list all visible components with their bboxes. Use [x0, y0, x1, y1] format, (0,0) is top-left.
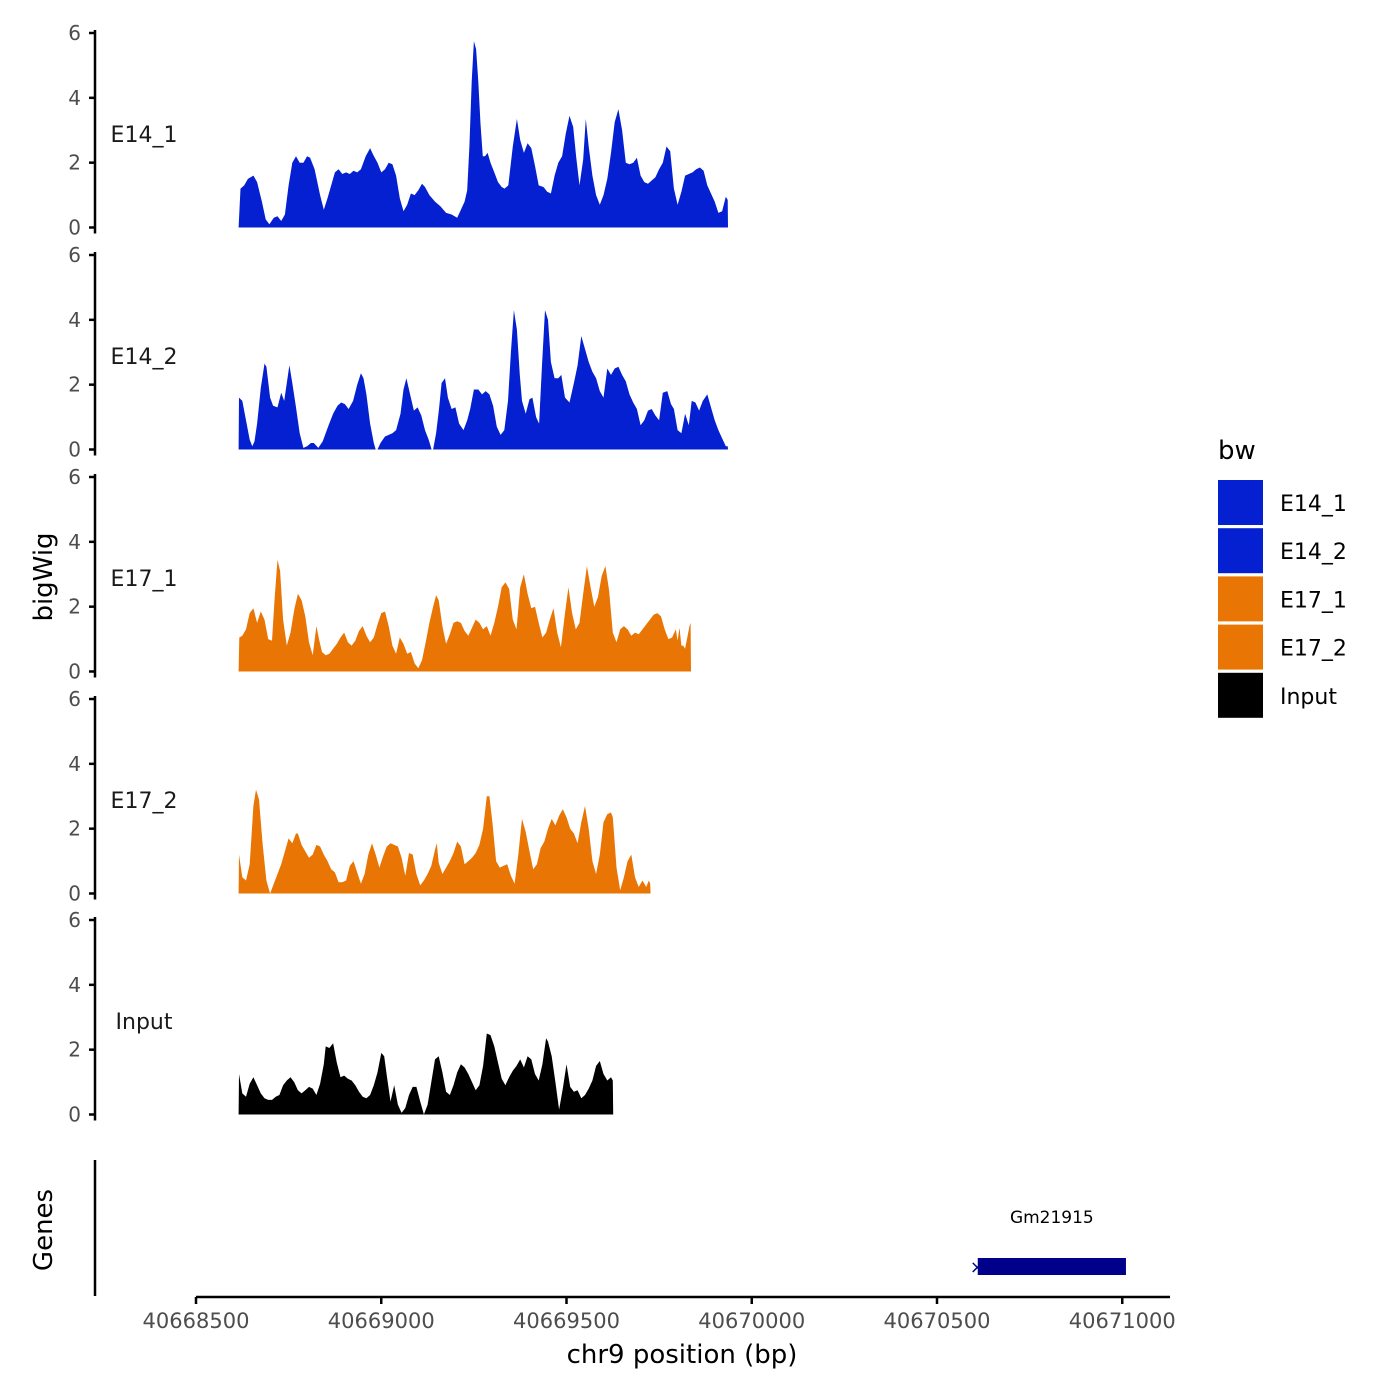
genes-track-title: Genes	[29, 1189, 59, 1271]
y-tick-label: 2	[68, 1038, 81, 1062]
legend-item-E14_2: E14_2	[1218, 528, 1347, 574]
track-panel-E14_2: 0 2 4 6 E14_2	[68, 243, 728, 462]
legend-swatch	[1218, 480, 1263, 525]
legend: E14_1 E14_2 E17_1 E17_2 Input	[1218, 480, 1347, 718]
track-label-Input: Input	[116, 1010, 173, 1035]
gene-body	[977, 1258, 1126, 1275]
y-tick-label: 6	[68, 908, 81, 932]
y-tick-label: 0	[68, 216, 81, 240]
track-panel-E17_2: 0 2 4 6 E17_2	[68, 687, 651, 906]
signal-area-E17_2	[238, 789, 651, 894]
y-tick-label: 0	[68, 882, 81, 906]
y-tick-label: 6	[68, 243, 81, 267]
x-tick-label: 40669000	[328, 1309, 435, 1333]
y-tick-label: 2	[68, 817, 81, 841]
y-tick-label: 4	[68, 308, 81, 332]
track-panels: 0 2 4 6 E14_1 0 2 4 6 E14_2 0 2 4 6 E17_1 0 2 4 6 E17_2 0 2 4 6…	[68, 21, 728, 1127]
y-tick-label: 2	[68, 373, 81, 397]
legend-title: bw	[1218, 436, 1256, 466]
track-label-E17_2: E17_2	[111, 789, 178, 814]
signal-area-E17_1	[238, 559, 691, 672]
y-tick-label: 4	[68, 86, 81, 110]
y-tick-label: 0	[68, 438, 81, 462]
y-tick-label: 2	[68, 595, 81, 619]
gene-Gm21915: × Gm21915	[970, 1208, 1126, 1278]
legend-item-E17_2: E17_2	[1218, 624, 1347, 670]
y-tick-label: 4	[68, 530, 81, 554]
x-tick-label: 40670000	[698, 1309, 805, 1333]
gene-label: Gm21915	[1010, 1208, 1094, 1228]
legend-swatch	[1218, 672, 1263, 718]
legend-swatch	[1218, 576, 1263, 622]
legend-label: E14_1	[1280, 492, 1347, 517]
track-label-E14_2: E14_2	[111, 345, 178, 370]
x-axis: 40668500 40669000 40669500 40670000 40670500…	[143, 1295, 1176, 1333]
y-tick-label: 6	[68, 21, 81, 45]
gene-strand-marker: ×	[970, 1257, 985, 1278]
track-panel-E14_1: 0 2 4 6 E14_1	[68, 21, 728, 240]
track-panel-E17_1: 0 2 4 6 E17_1	[68, 465, 691, 684]
legend-swatch	[1218, 528, 1263, 574]
y-tick-label: 0	[68, 660, 81, 684]
signal-area-E14_2	[238, 310, 728, 450]
legend-label: Input	[1280, 685, 1337, 710]
x-tick-label: 40668500	[143, 1309, 250, 1333]
x-tick-label: 40671000	[1069, 1309, 1176, 1333]
legend-item-E14_1: E14_1	[1218, 480, 1347, 525]
legend-item-Input: Input	[1218, 672, 1337, 718]
signal-area-Input	[238, 1033, 614, 1115]
genes-panel: × Gm21915	[93, 1160, 1126, 1296]
legend-item-E17_1: E17_1	[1218, 576, 1347, 622]
y-tick-label: 4	[68, 973, 81, 997]
legend-swatch	[1218, 624, 1263, 670]
signal-area-E14_1	[238, 41, 728, 228]
track-panel-Input: 0 2 4 6 Input	[68, 908, 614, 1127]
y-tick-label: 6	[68, 465, 81, 489]
track-label-E14_1: E14_1	[111, 123, 178, 148]
y-axis-title: bigWig	[29, 532, 59, 621]
y-tick-label: 4	[68, 752, 81, 776]
y-tick-label: 0	[68, 1103, 81, 1127]
legend-label: E17_1	[1280, 588, 1347, 613]
legend-label: E14_2	[1280, 540, 1347, 565]
legend-label: E17_2	[1280, 637, 1347, 662]
y-tick-label: 6	[68, 687, 81, 711]
x-axis-title: chr9 position (bp)	[567, 1340, 798, 1370]
y-tick-label: 2	[68, 151, 81, 175]
track-label-E17_1: E17_1	[111, 567, 178, 592]
x-tick-label: 40670500	[884, 1309, 991, 1333]
x-tick-label: 40669500	[513, 1309, 620, 1333]
